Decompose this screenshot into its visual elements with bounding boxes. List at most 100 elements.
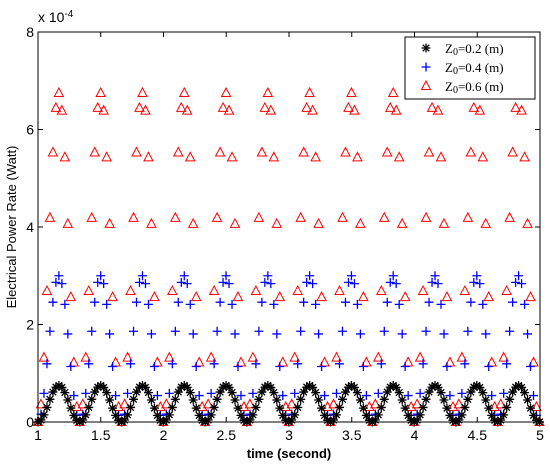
- data-point: [113, 400, 124, 412]
- data-point: [361, 410, 371, 420]
- data-point: [44, 211, 56, 222]
- data-point: [457, 410, 467, 420]
- data-point: [340, 146, 351, 157]
- data-point: [143, 388, 153, 398]
- data-point: [167, 402, 177, 412]
- data-point: [301, 101, 312, 112]
- legend-marker: [420, 79, 432, 90]
- legend-label: Z0=0.2 (m): [445, 41, 504, 58]
- data-point: [340, 297, 350, 307]
- data-point: [423, 146, 435, 157]
- data-point: [290, 410, 300, 420]
- y-tick-label: 0: [26, 414, 34, 430]
- data-point: [209, 359, 219, 369]
- data-point: [247, 351, 259, 362]
- data-point: [194, 391, 204, 401]
- data-point: [343, 382, 353, 392]
- series-3: [32, 86, 545, 426]
- data-point: [397, 329, 407, 339]
- data-point: [87, 394, 97, 404]
- data-point: [181, 104, 193, 115]
- data-point: [137, 380, 147, 390]
- data-point: [140, 279, 150, 289]
- data-point: [352, 151, 363, 162]
- data-point: [426, 101, 438, 112]
- data-point: [251, 402, 261, 412]
- data-point: [129, 326, 139, 336]
- data-point: [107, 291, 118, 302]
- data-point: [412, 415, 422, 425]
- data-point: [172, 146, 184, 157]
- data-point: [269, 388, 279, 398]
- data-point: [317, 361, 327, 371]
- data-point: [376, 402, 386, 412]
- data-point: [305, 271, 315, 281]
- data-point: [36, 415, 46, 425]
- data-point: [290, 388, 300, 398]
- data-point: [45, 326, 55, 336]
- data-point: [114, 415, 124, 425]
- data-point: [161, 398, 172, 409]
- data-point: [164, 388, 174, 398]
- data-point: [334, 402, 344, 412]
- data-point: [208, 284, 220, 296]
- data-point: [430, 380, 440, 390]
- data-point: [379, 394, 389, 404]
- data-point: [101, 151, 112, 162]
- data-point: [332, 388, 342, 398]
- data-point: [77, 398, 89, 409]
- data-point: [218, 277, 228, 287]
- data-point: [514, 380, 524, 390]
- data-point: [454, 415, 464, 425]
- data-point: [378, 211, 390, 222]
- data-point: [523, 329, 533, 339]
- data-point: [381, 146, 393, 157]
- data-point: [415, 388, 425, 398]
- data-point: [317, 403, 327, 413]
- data-point: [529, 410, 539, 420]
- data-point: [311, 388, 321, 398]
- data-point: [369, 398, 381, 409]
- data-point: [298, 146, 310, 157]
- legend-marker: [421, 62, 431, 72]
- data-point: [84, 402, 94, 412]
- data-point: [149, 291, 160, 302]
- data-point: [520, 388, 530, 398]
- data-point: [155, 415, 165, 425]
- data-point: [418, 359, 428, 369]
- y-exponent-label: x 10-4: [38, 9, 74, 25]
- data-point: [257, 387, 267, 397]
- data-point: [433, 279, 443, 289]
- data-point: [47, 146, 59, 157]
- data-point: [299, 297, 309, 307]
- data-point: [92, 101, 104, 112]
- y-tick-label: 8: [26, 24, 34, 40]
- data-point: [220, 86, 232, 97]
- data-point: [421, 326, 431, 336]
- legend-marker: [421, 43, 431, 53]
- data-point: [508, 297, 518, 307]
- data-point: [474, 104, 486, 115]
- data-point: [456, 351, 468, 362]
- data-point: [72, 415, 82, 425]
- data-point: [310, 151, 321, 162]
- data-point: [239, 415, 249, 425]
- y-tick-label: 2: [26, 317, 34, 333]
- data-point: [495, 398, 507, 409]
- data-point: [293, 359, 303, 369]
- data-point: [531, 400, 542, 412]
- legend-item: Z0=0.2 (m): [421, 41, 504, 58]
- data-point: [69, 410, 79, 420]
- data-point: [212, 326, 222, 336]
- data-point: [308, 279, 318, 289]
- data-point: [352, 299, 362, 309]
- data-point: [149, 361, 159, 371]
- data-point: [60, 299, 70, 309]
- data-point: [387, 86, 399, 97]
- data-point: [108, 361, 118, 371]
- data-point: [190, 291, 202, 302]
- data-point: [187, 217, 199, 228]
- data-point: [63, 329, 73, 339]
- data-point: [105, 329, 115, 339]
